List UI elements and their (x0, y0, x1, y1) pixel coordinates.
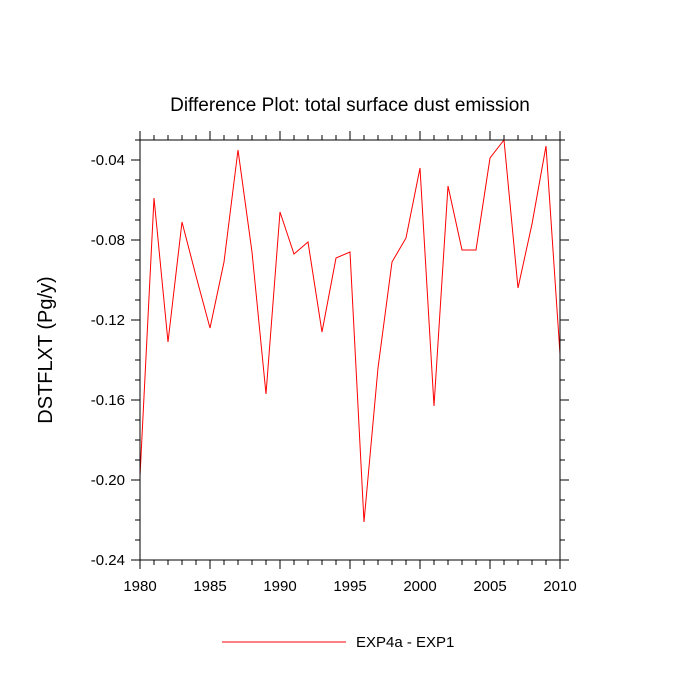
x-tick-label: 1995 (333, 578, 366, 595)
x-tick-label: 2005 (473, 578, 506, 595)
legend-label: EXP4a - EXP1 (356, 634, 454, 651)
chart-title: Difference Plot: total surface dust emis… (170, 95, 530, 116)
legend: EXP4a - EXP1 (222, 634, 454, 651)
x-tick-label: 1990 (263, 578, 296, 595)
y-tick-label: -0.08 (91, 232, 125, 249)
y-axis-label: DSTFLXT (Pg/y) (35, 276, 57, 423)
x-tick-label: 2010 (543, 578, 576, 595)
series-line (139, 138, 561, 523)
plot-frame (139, 139, 561, 561)
x-axis-ticks: 1980 1985 1990 1995 2000 2005 2010 (123, 131, 577, 595)
y-tick-label: -0.04 (91, 152, 125, 169)
x-tick-label: 1980 (123, 578, 156, 595)
y-axis-ticks: -0.04 -0.08 -0.12 -0.16 -0.20 -0.24 (91, 139, 569, 569)
x-tick-label: 1985 (193, 578, 226, 595)
y-tick-label: -0.20 (91, 472, 125, 489)
y-tick-label: -0.24 (91, 552, 125, 569)
y-tick-label: -0.12 (91, 312, 125, 329)
y-tick-label: -0.16 (91, 392, 125, 409)
series-layer (139, 138, 561, 523)
x-tick-label: 2000 (403, 578, 436, 595)
